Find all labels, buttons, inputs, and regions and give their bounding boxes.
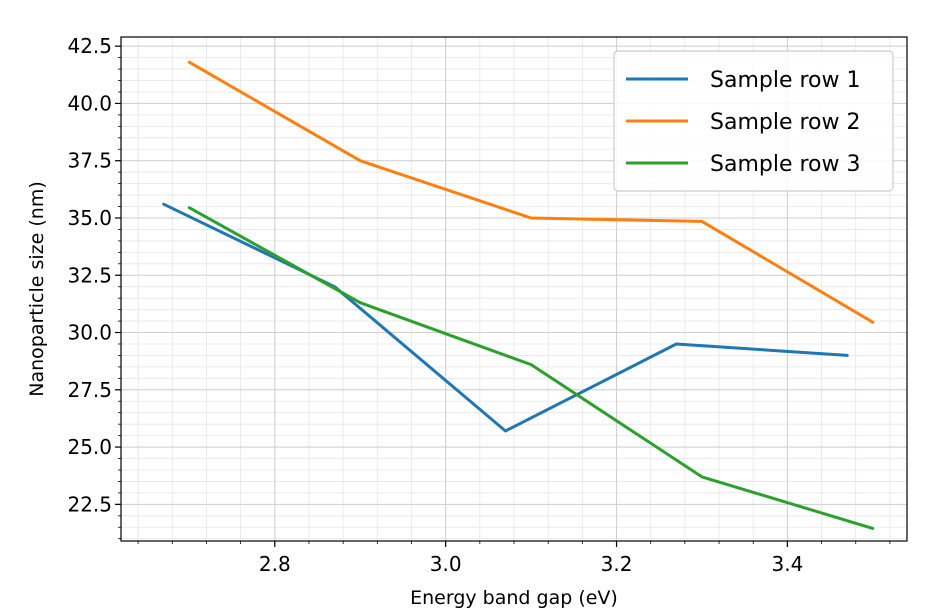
legend-label-2: Sample row 2 <box>710 110 861 135</box>
grid-lines <box>121 37 907 541</box>
legend-box <box>613 50 894 192</box>
series-line-1 <box>162 202 849 433</box>
axis-ticks: 2.8 3.0 3.2 3.4 22.5 25.0 27.5 30.0 32.5 35.0 37.5… <box>67 34 891 576</box>
y-tick-label: 37.5 <box>67 149 112 173</box>
x-tick-label: 3.2 <box>601 552 633 576</box>
legend-label-3: Sample row 3 <box>710 152 861 177</box>
series-line-2 <box>187 60 875 324</box>
x-tick-label: 3.0 <box>430 552 462 576</box>
y-tick-label: 40.0 <box>67 91 112 115</box>
y-tick-label: 42.5 <box>67 34 112 58</box>
y-tick-label: 35.0 <box>67 206 112 230</box>
legend: Sample row 1 Sample row 2 Sample row 3 <box>613 50 894 192</box>
series-lines <box>162 60 875 530</box>
x-tick-label: 2.8 <box>259 552 291 576</box>
y-tick-label: 30.0 <box>67 321 112 345</box>
legend-label-1: Sample row 1 <box>710 68 861 93</box>
y-tick-label: 22.5 <box>67 492 112 516</box>
y-axis-label: Nanoparticle size (nm) <box>26 181 48 396</box>
series-line-3 <box>187 206 875 530</box>
x-tick-label: 3.4 <box>771 552 803 576</box>
y-tick-label: 25.0 <box>67 435 112 459</box>
y-tick-label: 32.5 <box>67 263 112 287</box>
y-tick-label: 27.5 <box>67 378 112 402</box>
x-axis-label: Energy band gap (eV) <box>410 587 618 609</box>
